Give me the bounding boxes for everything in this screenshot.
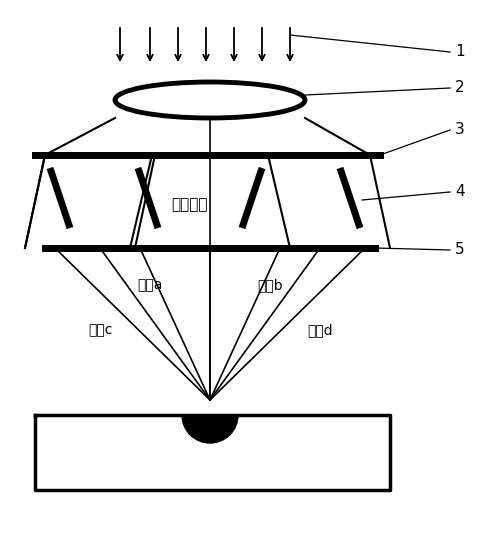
Text: 中央光束: 中央光束 — [172, 197, 208, 212]
Text: 光束b: 光束b — [257, 278, 283, 292]
Text: 2: 2 — [455, 80, 465, 96]
Text: 光束a: 光束a — [137, 278, 163, 292]
Text: 5: 5 — [455, 242, 465, 257]
Wedge shape — [182, 415, 238, 443]
Text: 3: 3 — [455, 123, 465, 137]
Text: 光束c: 光束c — [88, 323, 112, 337]
Text: 1: 1 — [455, 44, 465, 59]
Text: 光束d: 光束d — [307, 323, 333, 337]
Text: 4: 4 — [455, 185, 465, 200]
